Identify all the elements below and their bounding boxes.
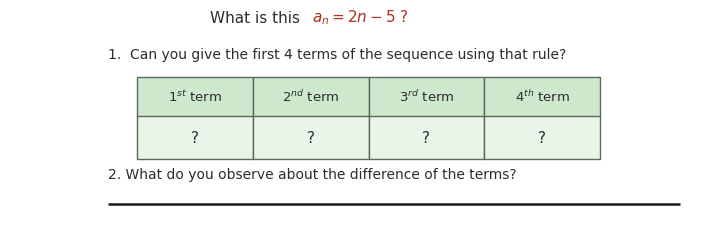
Text: ?: ? (538, 131, 546, 145)
Bar (485, 116, 600, 159)
Text: 3$^{rd}$ term: 3$^{rd}$ term (399, 89, 454, 105)
Text: $a_n = 2n - 5$ ?: $a_n = 2n - 5$ ? (312, 9, 409, 27)
Text: 1.  Can you give the first 4 terms of the sequence using that rule?: 1. Can you give the first 4 terms of the… (108, 48, 567, 62)
Text: 1$^{st}$ term: 1$^{st}$ term (168, 89, 222, 105)
Bar (485, 78, 600, 117)
Text: ?: ? (306, 131, 315, 145)
Text: 4$^{th}$ term: 4$^{th}$ term (515, 89, 569, 105)
Bar (253, 116, 369, 159)
Text: What is this: What is this (210, 10, 310, 25)
Bar (137, 116, 253, 159)
Text: ?: ? (191, 131, 199, 145)
Text: 2$^{nd}$ term: 2$^{nd}$ term (282, 89, 339, 105)
Text: 2. What do you observe about the difference of the terms?: 2. What do you observe about the differe… (108, 167, 517, 181)
Bar (137, 78, 253, 117)
Bar (253, 78, 369, 117)
Bar (369, 116, 485, 159)
Bar (369, 78, 485, 117)
Text: ?: ? (422, 131, 431, 145)
